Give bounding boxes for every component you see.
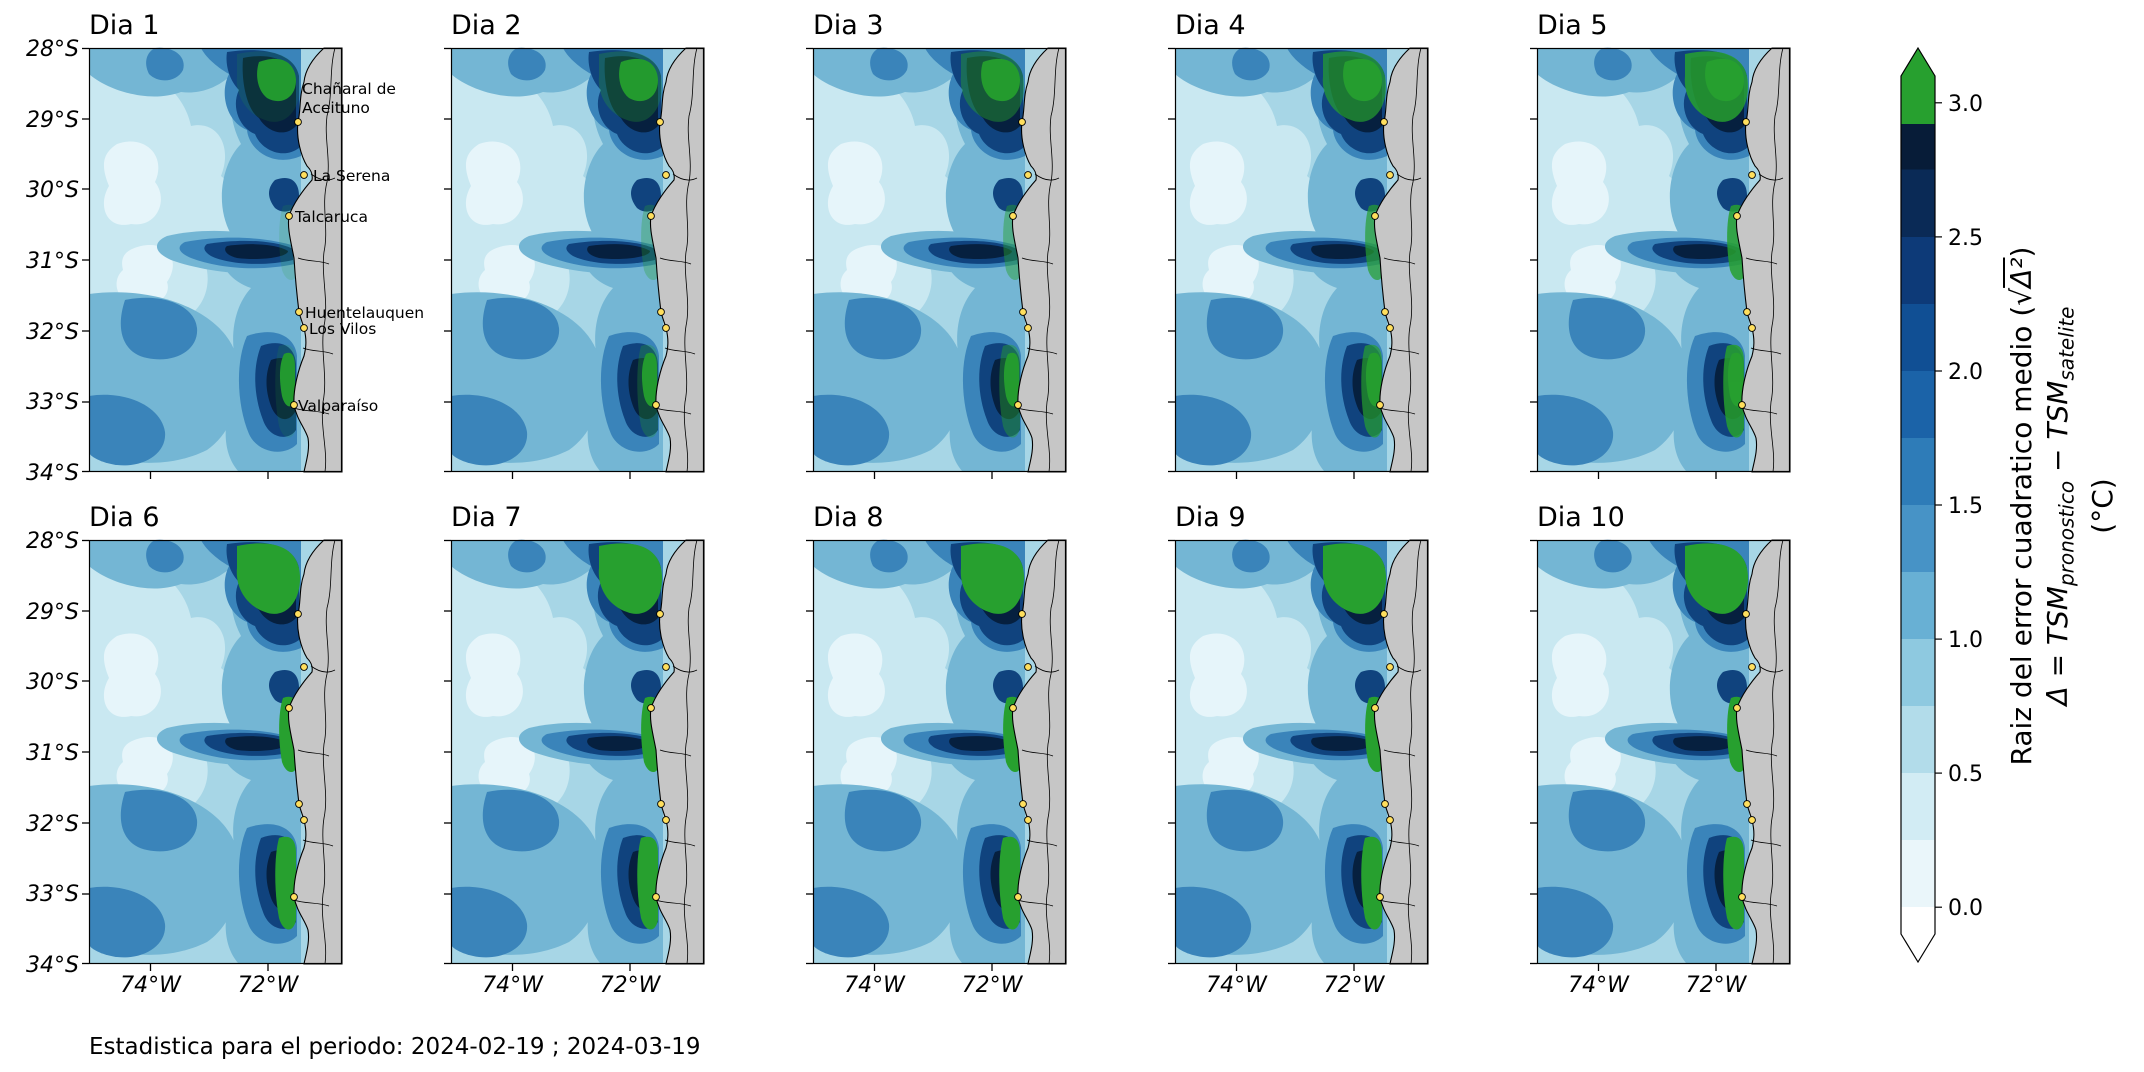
panel-dia-10: Dia 10 74°W 72°W [1529, 502, 1791, 998]
city-label-huentelauquen: Huentelauquen [305, 304, 424, 322]
panel-dia-1: Dia 1 28°S 29°S 30°S 31°S 32°S 33°S 34°S… [26, 10, 424, 486]
colorbar-tick-label: 1.0 [1948, 628, 1983, 653]
period-caption: Estadistica para el periodo: 2024-02-19 … [89, 1034, 701, 1060]
map-dia-9: 74°W 72°W [1167, 539, 1429, 998]
panel-dia-3: Dia 3 [805, 10, 1067, 480]
y-tick-label: 31°S [26, 249, 79, 274]
x-tick-label: 72°W [600, 973, 662, 998]
x-tick-label: 74°W [482, 973, 544, 998]
map-dia-2 [443, 47, 705, 480]
panel-dia-8: Dia 8 74°W 72°W [805, 502, 1067, 998]
city-label-la-serena: La Serena [313, 167, 390, 185]
map-dia-1: 28°S 29°S 30°S 31°S 32°S 33°S 34°S Chaña… [26, 37, 424, 486]
x-tick-label: 72°W [1686, 973, 1748, 998]
panel-title: Dia 5 [1537, 10, 1608, 41]
colorbar-tick-label: 1.5 [1948, 494, 1983, 519]
map-dia-5 [1529, 47, 1791, 480]
panel-title: Dia 3 [813, 10, 884, 41]
panel-title: Dia 2 [451, 10, 522, 41]
y-tick-label: 29°S [26, 108, 79, 133]
colorbar-tick-label: 0.5 [1948, 762, 1983, 787]
panel-title: Dia 4 [1175, 10, 1246, 41]
x-tick-label: 72°W [962, 973, 1024, 998]
y-tick-label: 34°S [26, 953, 79, 978]
x-tick-label: 74°W [1206, 973, 1268, 998]
panel-dia-5: Dia 5 [1529, 10, 1791, 480]
map-dia-6: 28°S 29°S 30°S 31°S 32°S 33°S 34°S 74°W … [26, 529, 343, 998]
panel-title: Dia 7 [451, 502, 522, 533]
y-tick-label: 33°S [26, 390, 79, 415]
y-tick-label: 30°S [26, 178, 79, 203]
panel-title: Dia 6 [89, 502, 160, 533]
city-label-los-vilos: Los Vilos [309, 320, 376, 338]
colorbar-tick-label: 0.0 [1948, 896, 1983, 921]
x-tick-label: 74°W [1568, 973, 1630, 998]
city-label-talcaruca: Talcaruca [294, 208, 368, 226]
map-dia-10: 74°W 72°W [1529, 539, 1791, 998]
y-tick-label: 31°S [26, 741, 79, 766]
panel-dia-6: Dia 6 28°S 29°S 30°S 31°S 32°S 33°S 34°S… [26, 502, 343, 998]
panel-dia-4: Dia 4 [1167, 10, 1429, 480]
panel-title: Dia 10 [1537, 502, 1625, 533]
panel-dia-9: Dia 9 74°W 72°W [1167, 502, 1429, 998]
panel-title: Dia 1 [89, 10, 160, 41]
x-tick-label: 72°W [238, 973, 300, 998]
colorbar-label-line2: Δ = TSMpronostico − TSMsatelite [2041, 306, 2079, 706]
colorbar-ticks [1935, 102, 1942, 908]
y-tick-label: 30°S [26, 670, 79, 695]
map-dia-8: 74°W 72°W [805, 539, 1067, 998]
map-dia-7: 74°W 72°W [443, 539, 705, 998]
map-dia-4 [1167, 47, 1429, 480]
colorbar-tick-label: 2.5 [1948, 226, 1983, 251]
y-tick-label: 33°S [26, 882, 79, 907]
panel-dia-2: Dia 2 [443, 10, 705, 480]
city-label-chanaral-2: Aceituno [302, 99, 370, 117]
y-tick-label: 32°S [26, 812, 79, 837]
city-label-valparaiso: Valparaíso [298, 397, 378, 415]
colorbar-label: Raiz del error cuadratico medio (√Δ²) Δ … [2004, 46, 2121, 966]
y-tick-label: 28°S [26, 37, 79, 62]
city-label-chanaral-1: Chañaral de [302, 80, 396, 98]
x-tick-label: 72°W [1324, 973, 1386, 998]
panel-dia-7: Dia 7 74°W 72°W [443, 502, 705, 998]
colorbar-tick-label: 3.0 [1948, 92, 1983, 117]
y-tick-label: 32°S [26, 320, 79, 345]
map-dia-3 [805, 47, 1067, 480]
panel-title: Dia 8 [813, 502, 884, 533]
panel-title: Dia 9 [1175, 502, 1246, 533]
x-tick-label: 74°W [120, 973, 182, 998]
colorbar: 3.0 2.5 2.0 1.5 1.0 0.5 0.0 [1900, 46, 1983, 964]
colorbar-label-line1: Raiz del error cuadratico medio (√Δ²) [2005, 246, 2038, 766]
y-tick-label: 34°S [26, 461, 79, 486]
x-tick-label: 74°W [844, 973, 906, 998]
colorbar-tick-label: 2.0 [1948, 360, 1983, 385]
colorbar-label-line3: (°C) [2085, 478, 2119, 534]
y-tick-label: 29°S [26, 600, 79, 625]
y-tick-label: 28°S [26, 529, 79, 554]
colorbar-bar [1900, 46, 1936, 964]
